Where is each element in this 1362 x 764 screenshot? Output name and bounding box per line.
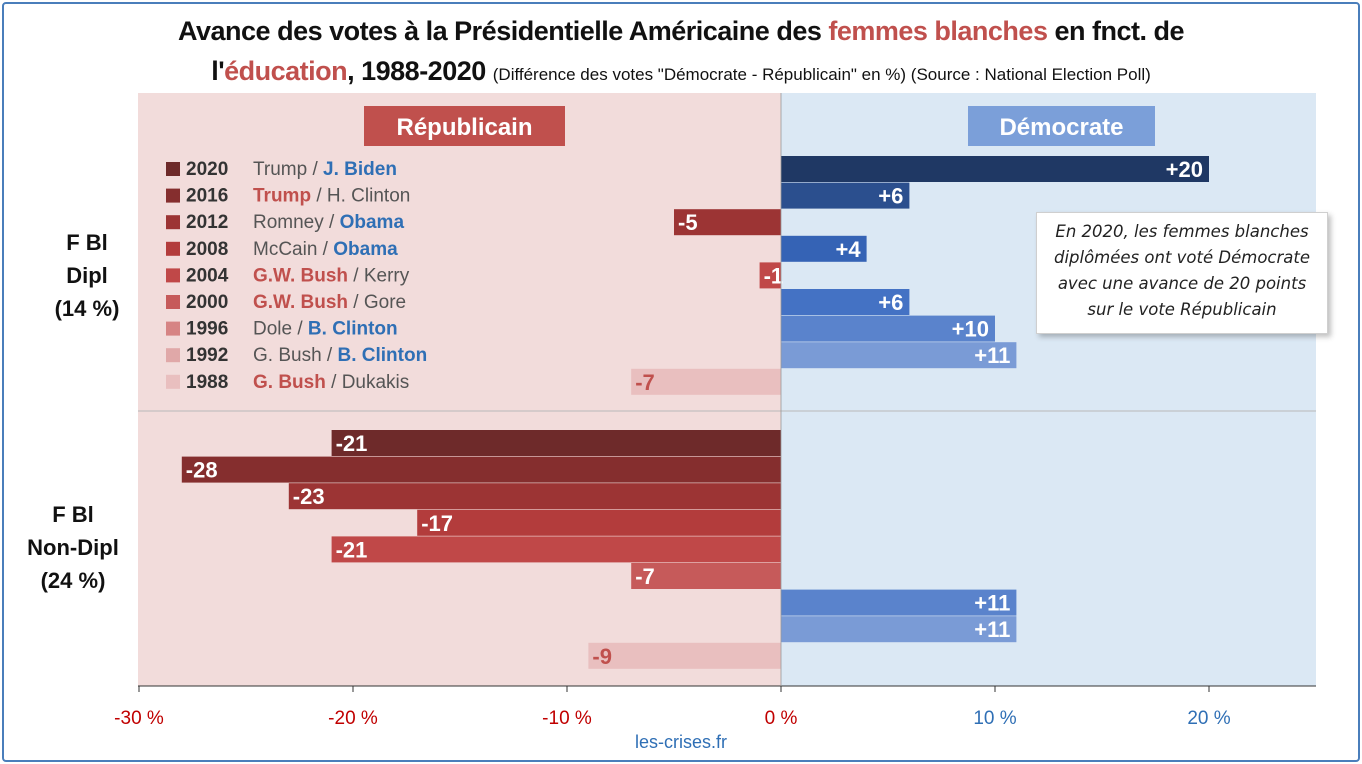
data-label-dipl-2000: +6 [878,290,903,315]
legend-rep-candidate-2000: G.W. Bush [253,292,348,313]
legend-dem-candidate-1992: B. Clinton [338,345,428,366]
bar-dipl-1992 [781,342,1017,369]
annotation-callout: En 2020, les femmes blanches diplômées o… [1036,212,1328,334]
legend-year-1996: 1996 [186,319,228,340]
legend-year-2004: 2004 [186,265,229,286]
data-label-nondipl-2000: -7 [635,564,655,589]
group-label-nondipl: F Bl Non-Dipl (24 %) [27,502,119,593]
data-label-nondipl-1988: -9 [592,644,612,669]
legend-rep-candidate-2008: McCain [253,239,317,260]
bar-dipl-2008 [781,235,867,262]
data-label-nondipl-2004: -21 [336,537,368,562]
x-tick-label-4: 10 % [973,708,1016,729]
chart-subtitle: (Différence des votes "Démocrate - Répub… [492,65,1151,84]
legend-year-1992: 1992 [186,345,228,366]
republicain-header [364,106,565,146]
bar-nondipl-2004 [331,536,781,563]
legend-rep-candidate-2016: Trump [253,186,311,207]
legend-swatch-2008 [166,241,180,256]
legend-dem-candidate-2020: J. Biden [323,159,397,180]
legend-candidates-2016: Trump / H. Clinton [253,186,410,207]
legend-candidates-1988: G. Bush / Dukakis [253,372,409,393]
bar-dipl-2004 [759,262,781,289]
legend-dem-candidate-2000: Gore [364,292,406,313]
bar-dipl-2016 [781,182,910,209]
data-label-nondipl-2008: -17 [421,511,453,536]
legend-candidates-1992: G. Bush / B. Clinton [253,345,427,366]
source-credit: les-crises.fr [634,732,727,752]
x-tick-label-0: -30 % [114,708,164,729]
data-label-dipl-1996: +10 [952,317,989,342]
legend-year-2020: 2020 [186,159,228,180]
legend-swatch-2000 [166,295,180,309]
legend-candidates-1996: Dole / B. Clinton [253,319,398,340]
legend-swatch-2016 [166,188,180,203]
chart-title-line-2: l'éducation, 1988-2020 (Différence des v… [211,56,1151,86]
legend-year-2000: 2000 [186,292,228,313]
democrate-header [968,106,1155,146]
bar-dipl-1988 [631,368,781,395]
data-label-dipl-2004: -1 [764,263,784,288]
data-label-dipl-2016: +6 [878,184,903,209]
data-label-nondipl-1992: +11 [974,617,1010,642]
democrate-header-label: Démocrate [999,114,1123,141]
legend-dem-candidate-2012: Obama [340,212,405,233]
data-label-nondipl-2012: -23 [293,484,325,509]
bar-dipl-2000 [781,289,910,315]
legend-dem-candidate-1988: Dukakis [342,372,410,393]
data-label-nondipl-1996: +11 [974,591,1010,616]
bar-nondipl-2020 [331,430,781,456]
legend-swatch-1996 [166,321,180,336]
data-label-nondipl-2016: -28 [186,458,218,483]
legend-year-2012: 2012 [186,212,228,233]
data-label-dipl-2008: +4 [836,237,862,262]
legend-candidates-2004: G.W. Bush / Kerry [253,265,410,286]
bar-nondipl-2000 [631,563,781,589]
legend-swatch-2004 [166,268,180,283]
legend-dem-candidate-1996: B. Clinton [308,319,398,340]
legend-year-2016: 2016 [186,186,228,207]
legend-swatch-1992 [166,348,180,363]
bar-dipl-1996 [781,315,995,342]
x-tick-label-1: -20 % [328,708,378,729]
bar-nondipl-1992 [781,616,1017,643]
bar-nondipl-2012 [288,483,781,510]
legend-dem-candidate-2016: H. Clinton [327,186,410,207]
data-label-nondipl-2020: -21 [336,431,368,456]
bar-dipl-2012 [674,209,781,236]
legend-year-2008: 2008 [186,239,228,260]
data-label-dipl-1992: +11 [974,343,1010,368]
legend-rep-candidate-1992: G. Bush [253,345,322,366]
republicain-header-label: Républicain [396,114,532,141]
legend-swatch-2012 [166,215,180,230]
x-tick-label-3: 0 % [765,708,798,729]
legend-rep-candidate-2020: Trump [253,159,307,180]
legend-rep-candidate-2004: G.W. Bush [253,265,348,286]
data-label-dipl-2020: +20 [1166,157,1203,182]
group-label-dipl: F Bl Dipl (14 %) [54,230,120,321]
legend-candidates-2000: G.W. Bush / Gore [253,292,406,313]
legend-swatch-2020 [166,162,180,176]
legend-rep-candidate-1988: G. Bush [253,372,326,393]
legend-rep-candidate-1996: Dole [253,319,292,340]
legend-candidates-2020: Trump / J. Biden [253,159,397,180]
x-tick-label-5: 20 % [1187,708,1230,729]
bar-nondipl-1988 [588,642,781,669]
bar-nondipl-1996 [781,589,1017,616]
bar-nondipl-2016 [181,456,782,483]
legend-candidates-2012: Romney / Obama [253,212,404,233]
data-label-dipl-1988: -7 [635,370,655,395]
legend-dem-candidate-2004: Kerry [364,265,410,286]
data-label-dipl-2012: -5 [678,210,698,235]
legend-dem-candidate-2008: Obama [333,239,398,260]
chart-title-line-1: Avance des votes à la Présidentielle Amé… [178,16,1184,46]
bar-nondipl-2008 [417,509,781,536]
x-tick-label-2: -10 % [542,708,592,729]
bar-dipl-2020 [781,156,1209,182]
legend-rep-candidate-2012: Romney [253,212,324,233]
legend-swatch-1988 [166,374,180,389]
legend-candidates-2008: McCain / Obama [253,239,398,260]
legend-year-1988: 1988 [186,372,228,393]
